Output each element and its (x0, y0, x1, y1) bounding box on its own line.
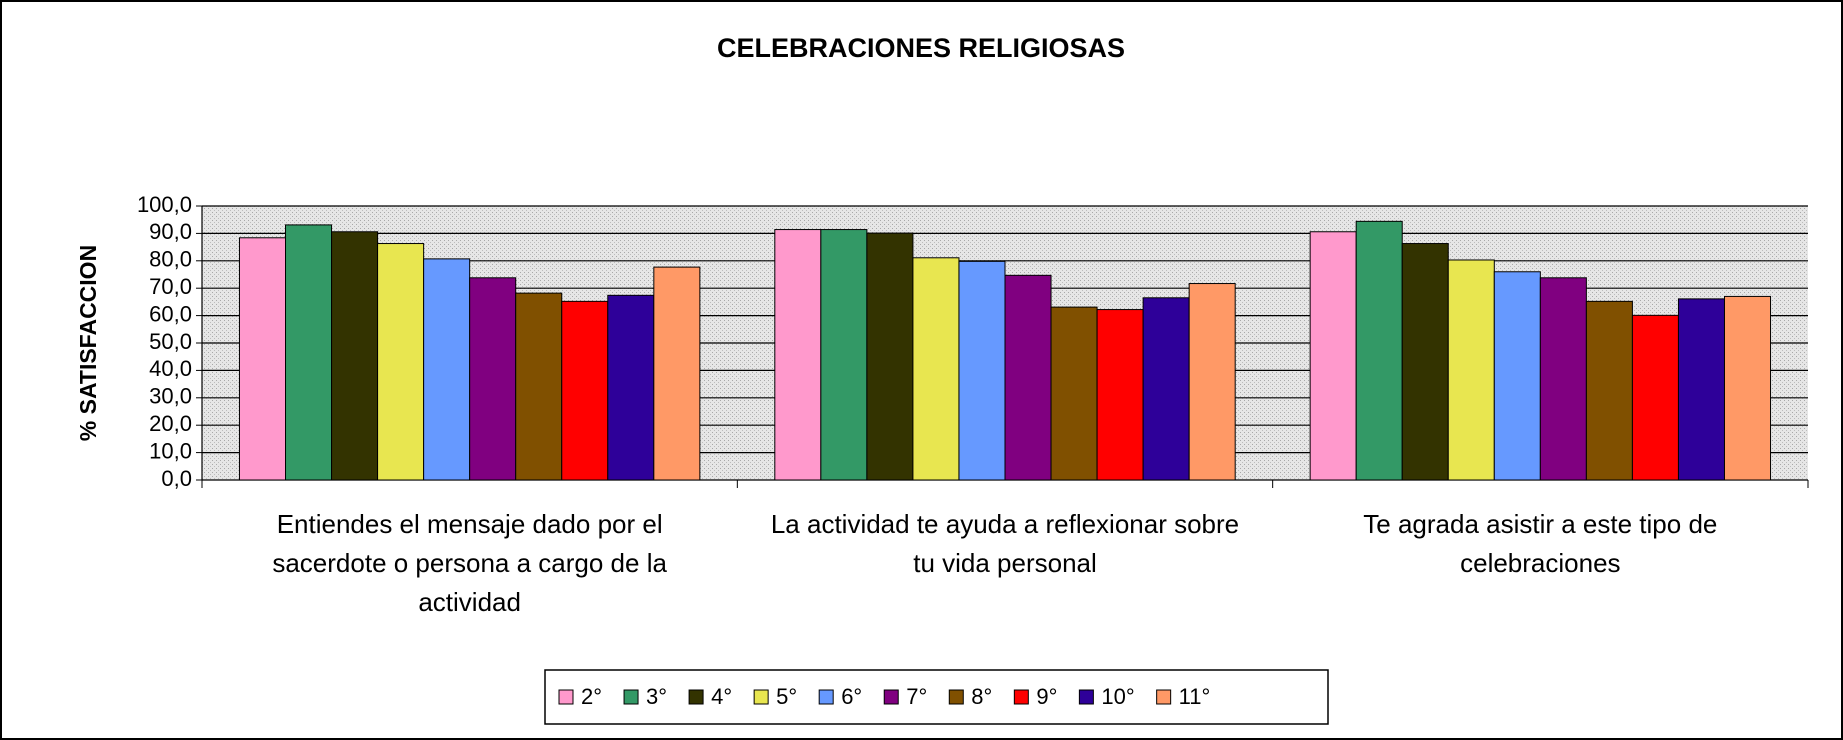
legend-swatch (688, 689, 704, 705)
bar (1050, 306, 1098, 481)
bar (1142, 297, 1190, 481)
bar (1309, 231, 1357, 481)
legend-label: 7° (906, 684, 927, 709)
bar (238, 237, 287, 481)
y-tick-label: 90,0 (149, 219, 192, 244)
y-tick-label: 80,0 (149, 247, 192, 272)
y-tick-label: 10,0 (149, 438, 192, 463)
x-tick-label: Entiendes el mensaje dado por el sacerdo… (272, 509, 667, 617)
bar (1677, 298, 1725, 481)
legend-box (544, 669, 1329, 725)
legend-swatch (1156, 689, 1172, 705)
legend-swatch (1013, 689, 1029, 705)
legend-label: 11° (1179, 684, 1211, 709)
bar (1401, 243, 1449, 481)
legend-swatch (753, 689, 769, 705)
legend-label: 3° (646, 684, 667, 709)
bar (820, 229, 868, 481)
x-tick-label: Te agrada asistir a este tipo de celebra… (1363, 509, 1718, 578)
bar (1096, 309, 1144, 481)
bar (1631, 314, 1679, 481)
legend-swatch (818, 689, 834, 705)
legend-label: 8° (971, 684, 992, 709)
bar (607, 294, 655, 481)
y-tick-label: 20,0 (149, 411, 192, 436)
bar (1723, 295, 1772, 481)
bar (469, 277, 517, 481)
bar (1447, 259, 1495, 481)
bar (1493, 271, 1541, 481)
legend-swatch (883, 689, 899, 705)
bar (958, 260, 1006, 481)
bar (1004, 274, 1052, 481)
y-tick-label: 50,0 (149, 329, 192, 354)
bar (561, 300, 609, 481)
bar (912, 257, 960, 481)
bar (331, 231, 379, 481)
y-tick-label: 60,0 (149, 301, 192, 326)
bar (1355, 220, 1403, 481)
legend-label: 2° (581, 684, 602, 709)
y-tick-label: 30,0 (149, 384, 192, 409)
bar (1585, 300, 1633, 481)
bar (774, 229, 822, 481)
bar (515, 292, 563, 481)
legend-swatch (623, 689, 639, 705)
legend-swatch (558, 689, 574, 705)
y-tick-label: 100,0 (137, 192, 192, 217)
bar (423, 258, 471, 481)
bar (866, 232, 914, 481)
y-tick-label: 40,0 (149, 356, 192, 381)
legend-label: 4° (711, 684, 732, 709)
legend-swatch (948, 689, 964, 705)
y-tick-label: 0,0 (161, 466, 192, 491)
x-tick-label: La actividad te ayuda a reflexionar sobr… (770, 509, 1240, 578)
bar (1188, 283, 1236, 481)
legend-label: 9° (1036, 684, 1057, 709)
legend-label: 10° (1101, 684, 1134, 709)
chart-title: CELEBRACIONES RELIGIOSAS (717, 33, 1125, 63)
bar (377, 243, 425, 481)
bar (1539, 277, 1587, 481)
legend-label: 6° (841, 684, 862, 709)
bar (285, 224, 333, 481)
bar (653, 266, 701, 481)
legend-label: 5° (776, 684, 797, 709)
y-tick-label: 70,0 (149, 274, 192, 299)
y-axis-label: % SATISFACCION (75, 245, 101, 441)
legend-swatch (1078, 689, 1094, 705)
